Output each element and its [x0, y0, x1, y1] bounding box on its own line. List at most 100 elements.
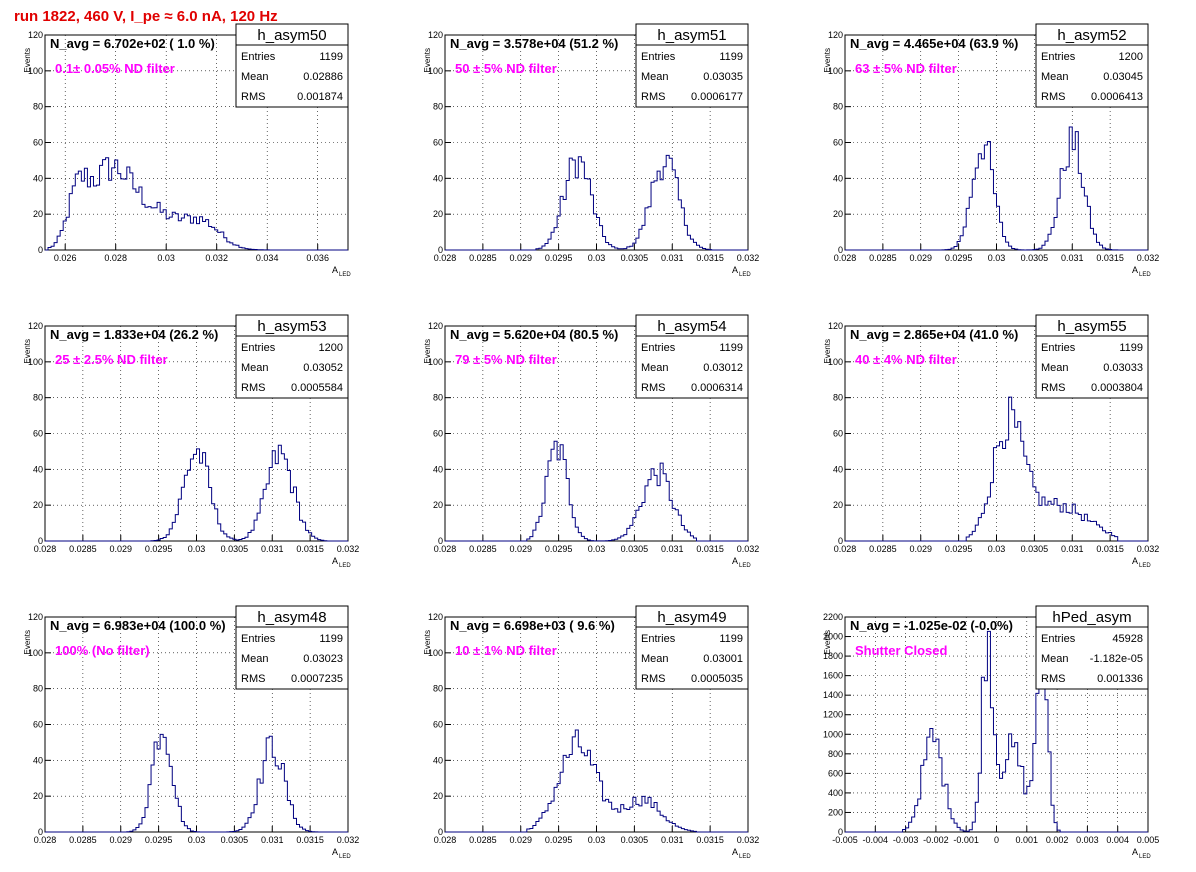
stats-value: 0.001336: [1097, 673, 1143, 685]
y-tick-label: 100: [428, 357, 443, 367]
y-tick-label: 60: [33, 429, 43, 439]
y-tick-label: 600: [828, 768, 843, 778]
x-tick-label: -0.005: [832, 835, 858, 845]
stats-value: 0.0006413: [1091, 91, 1143, 103]
x-tick-label: 0.0285: [869, 544, 897, 554]
y-tick-label: 40: [33, 464, 43, 474]
panel-hPed_asym: 0 200 400 600 800 1000 1200 1400 1600 1800 2000 220…: [823, 605, 1159, 860]
stats-label: RMS: [241, 91, 265, 103]
stats-label: Mean: [241, 71, 269, 83]
y-axis-label: Events: [423, 48, 432, 72]
panel-h_asym55: 0 20 40 60 80 100 120 0.028 0.0285 0.029 0.0295 0.0…: [823, 314, 1159, 569]
x-tick-label: 0.03: [988, 253, 1006, 263]
y-axis-label: Events: [23, 48, 32, 72]
x-axis-label-sub: LED: [339, 272, 351, 278]
y-tick-label: 0: [38, 245, 43, 255]
x-axis-label-sub: LED: [739, 854, 751, 860]
navg-label: N_avg = 6.702e+02 ( 1.0 %): [50, 36, 215, 51]
stats-title: h_asym51: [657, 27, 726, 44]
x-axis-label-sub: LED: [739, 563, 751, 569]
stats-label: Mean: [1041, 71, 1069, 83]
panel-h_asym53: 0 20 40 60 80 100 120 0.028 0.0285 0.029 0.0295 0.0…: [23, 314, 360, 569]
y-tick-label: 120: [28, 612, 43, 622]
navg-label: N_avg = 6.983e+04 (100.0 %): [50, 618, 226, 633]
navg-label: N_avg = 4.465e+04 (63.9 %): [850, 36, 1018, 51]
panel-h_asym50: 0 20 40 60 80 100 120 0.026 0.028 0.03 0.032 0.034 0…: [23, 23, 351, 278]
filter-annotation: 0.1± 0.05% ND filter: [55, 61, 175, 76]
histogram-line: [45, 733, 348, 833]
y-tick-label: 100: [428, 648, 443, 658]
x-tick-label: 0.03: [588, 544, 606, 554]
x-tick-label: 0.029: [509, 835, 532, 845]
x-axis-label-sub: LED: [1139, 563, 1151, 569]
x-axis-label: A: [1132, 265, 1138, 275]
y-tick-label: 200: [828, 807, 843, 817]
y-axis-label: Events: [823, 339, 832, 363]
x-tick-label: 0.029: [509, 253, 532, 263]
stats-label: Mean: [241, 653, 269, 665]
stats-title: h_asym52: [1057, 27, 1126, 44]
y-tick-label: 60: [833, 138, 843, 148]
y-axis-label: Events: [23, 339, 32, 363]
histogram-line: [45, 157, 348, 251]
stats-value: -1.182e-05: [1090, 653, 1143, 665]
y-tick-label: 20: [833, 500, 843, 510]
y-tick-label: 80: [833, 393, 843, 403]
stats-box: [635, 605, 749, 690]
y-tick-label: 0: [838, 245, 843, 255]
stats-label: Mean: [241, 362, 269, 374]
x-tick-label: -0.001: [953, 835, 979, 845]
x-tick-label: 0.004: [1106, 835, 1129, 845]
filter-annotation: Shutter Closed: [855, 643, 948, 658]
x-tick-label: 0.028: [34, 544, 57, 554]
x-tick-label: 0.028: [834, 253, 857, 263]
x-tick-label: 0.032: [337, 544, 360, 554]
histogram-line: [445, 729, 748, 833]
y-tick-label: 60: [33, 138, 43, 148]
x-tick-label: 0.0315: [696, 835, 724, 845]
y-tick-label: 80: [833, 102, 843, 112]
navg-label: N_avg = 6.698e+03 ( 9.6 %): [450, 618, 615, 633]
stats-label: Mean: [641, 362, 669, 374]
x-axis-label: A: [732, 847, 738, 857]
x-tick-label: 0.0315: [1096, 544, 1124, 554]
y-tick-label: 40: [833, 173, 843, 183]
y-tick-label: 800: [828, 749, 843, 759]
stats-label: RMS: [1041, 673, 1065, 685]
x-tick-label: 0.028: [434, 835, 457, 845]
panel-h_asym54: 0 20 40 60 80 100 120 0.028 0.0285 0.029 0.0295 0.0…: [423, 314, 760, 569]
x-tick-label: 0.0285: [469, 835, 497, 845]
x-tick-label: 0.029: [509, 544, 532, 554]
x-tick-label: -0.003: [893, 835, 919, 845]
x-tick-label: 0.0285: [69, 544, 97, 554]
x-tick-label: 0.03: [188, 835, 206, 845]
x-tick-label: 0.0295: [945, 253, 973, 263]
y-tick-label: 120: [828, 30, 843, 40]
stats-title: h_asym53: [257, 318, 326, 335]
y-tick-label: 20: [433, 500, 443, 510]
y-tick-label: 20: [33, 209, 43, 219]
x-tick-label: 0.032: [737, 253, 760, 263]
y-tick-label: 100: [828, 66, 843, 76]
histogram-line: [845, 396, 1148, 542]
y-tick-label: 100: [828, 357, 843, 367]
navg-label: N_avg = 1.833e+04 (26.2 %): [50, 327, 218, 342]
y-tick-label: 100: [428, 66, 443, 76]
x-tick-label: 0.0305: [621, 835, 649, 845]
filter-annotation: 63 ± 5% ND filter: [855, 61, 957, 76]
x-tick-label: 0.026: [54, 253, 77, 263]
stats-value: 1200: [1119, 51, 1143, 63]
stats-value: 0.03033: [1103, 362, 1143, 374]
x-tick-label: 0.036: [306, 253, 329, 263]
stats-label: Entries: [1041, 51, 1076, 63]
x-tick-label: 0.032: [737, 544, 760, 554]
stats-box: [1035, 605, 1149, 690]
stats-value: 0.02886: [303, 71, 343, 83]
x-tick-label: 0.0295: [545, 835, 573, 845]
stats-value: 0.03035: [703, 71, 743, 83]
panel-h_asym51: 0 20 40 60 80 100 120 0.028 0.0285 0.029 0.0295 0.0…: [423, 23, 760, 278]
x-tick-label: 0.031: [661, 544, 684, 554]
stats-value: 0.001874: [297, 91, 343, 103]
x-tick-label: 0.0295: [545, 544, 573, 554]
